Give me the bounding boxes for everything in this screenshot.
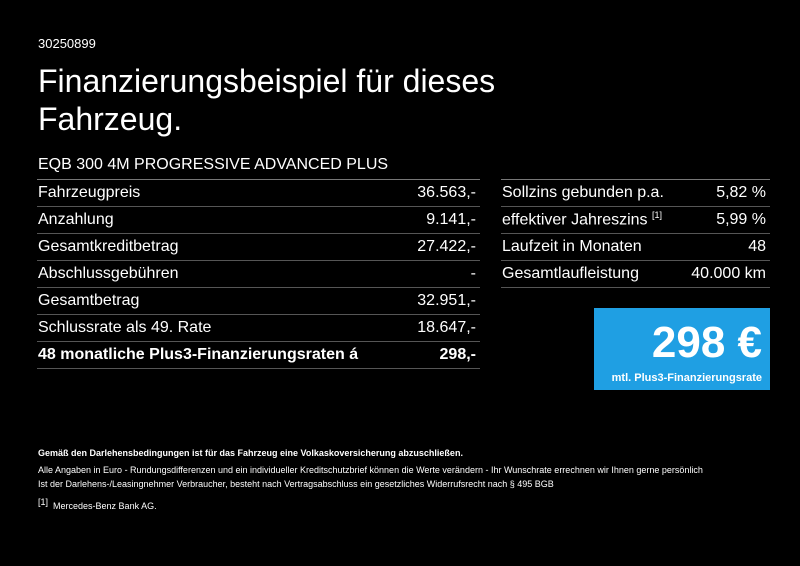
title: Finanzierungsbeispiel für dieses Fahrzeu… bbox=[38, 62, 495, 138]
rate-caption: mtl. Plus3-Finanzierungsrate bbox=[611, 372, 762, 384]
doc-id: 30250899 bbox=[38, 36, 96, 51]
row-label: Gesamtlaufleistung bbox=[502, 265, 639, 283]
row-value: 48 bbox=[748, 238, 766, 255]
table-row: Anzahlung 9.141,- bbox=[37, 207, 480, 234]
left-table: Fahrzeugpreis 36.563,- Anzahlung 9.141,- Ges… bbox=[37, 179, 480, 369]
row-label: Sollzins gebunden p.a. bbox=[502, 184, 664, 202]
table-row: Abschlussgebühren - bbox=[37, 261, 480, 288]
label-text: Gesamtbetrag bbox=[38, 292, 140, 309]
table-row: effektiver Jahreszins [1] 5,99 % bbox=[501, 207, 770, 234]
row-value: 18.647,- bbox=[417, 319, 476, 336]
row-value: 36.563,- bbox=[417, 184, 476, 201]
footnote: [1] Mercedes-Benz Bank AG. bbox=[38, 495, 703, 513]
row-label: Anzahlung bbox=[38, 211, 114, 229]
label-text: Anzahlung bbox=[38, 211, 114, 228]
row-value: 5,99 % bbox=[716, 211, 766, 228]
row-label: Gesamtkreditbetrag bbox=[38, 238, 179, 256]
label-text: Laufzeit in Monaten bbox=[502, 238, 642, 255]
table-row: 48 monatliche Plus3-Finanzierungsraten á… bbox=[37, 342, 480, 369]
row-label: 48 monatliche Plus3-Finanzierungsraten á bbox=[38, 346, 358, 364]
row-value: - bbox=[470, 265, 476, 282]
row-label: Gesamtbetrag bbox=[38, 292, 139, 310]
table-row: Sollzins gebunden p.a. 5,82 % bbox=[501, 180, 770, 207]
row-value: 32.951,- bbox=[417, 292, 476, 309]
label-text: Gesamtkreditbetrag bbox=[38, 238, 179, 255]
rate-box: 298 € mtl. Plus3-Finanzierungsrate bbox=[594, 308, 770, 390]
row-value: 298,- bbox=[439, 346, 476, 363]
row-label: Fahrzeugpreis bbox=[38, 184, 140, 202]
label-text: Fahrzeugpreis bbox=[38, 184, 141, 201]
table-row: Laufzeit in Monaten 48 bbox=[501, 234, 770, 261]
table-row: Gesamtkreditbetrag 27.422,- bbox=[37, 234, 480, 261]
row-value: 9.141,- bbox=[426, 211, 476, 228]
row-value: 40.000 km bbox=[691, 265, 766, 282]
row-label: Laufzeit in Monaten bbox=[502, 238, 642, 256]
footnote-text: Mercedes-Benz Bank AG. bbox=[53, 501, 157, 511]
right-table: Sollzins gebunden p.a. 5,82 % effektiver J… bbox=[501, 179, 770, 288]
row-label: effektiver Jahreszins [1] bbox=[502, 210, 662, 229]
title-line: Finanzierungsbeispiel für dieses bbox=[38, 63, 496, 99]
footer-bold: Gemäß den Darlehensbedingungen ist für d… bbox=[38, 448, 463, 458]
note-ref: [1] bbox=[652, 210, 663, 221]
label-text: Gesamtlaufleistung bbox=[502, 265, 639, 282]
row-label: Abschlussgebühren bbox=[38, 265, 179, 283]
row-label: Schlussrate als 49. Rate bbox=[38, 319, 211, 337]
label-text: effektiver Jahreszins bbox=[502, 211, 648, 229]
label-text: Schlussrate als 49. Rate bbox=[38, 319, 212, 336]
footer-line: Ist der Darlehens-/Leasingnehmer Verbrau… bbox=[38, 479, 554, 489]
label-text: Sollzins gebunden p.a. bbox=[502, 184, 664, 201]
label-text: Abschlussgebühren bbox=[38, 265, 179, 282]
table-row: Fahrzeugpreis 36.563,- bbox=[37, 180, 480, 207]
rate-amount: 298 € bbox=[651, 318, 762, 367]
label-text: 48 monatliche Plus3-Finanzierungsraten á bbox=[38, 346, 359, 363]
table-row: Gesamtlaufleistung 40.000 km bbox=[501, 261, 770, 288]
table-row: Schlussrate als 49. Rate 18.647,- bbox=[37, 315, 480, 342]
footer: Gemäß den Darlehensbedingungen ist für d… bbox=[38, 446, 703, 513]
title-line: Fahrzeug. bbox=[38, 101, 183, 137]
footer-line: Alle Angaben in Euro - Rundungsdifferenz… bbox=[38, 465, 703, 475]
row-value: 27.422,- bbox=[417, 238, 476, 255]
model: EQB 300 4M PROGRESSIVE ADVANCED PLUS bbox=[38, 156, 389, 173]
row-value: 5,82 % bbox=[716, 184, 766, 201]
footnote-ref: [1] bbox=[38, 497, 49, 507]
table-row: Gesamtbetrag 32.951,- bbox=[37, 288, 480, 315]
